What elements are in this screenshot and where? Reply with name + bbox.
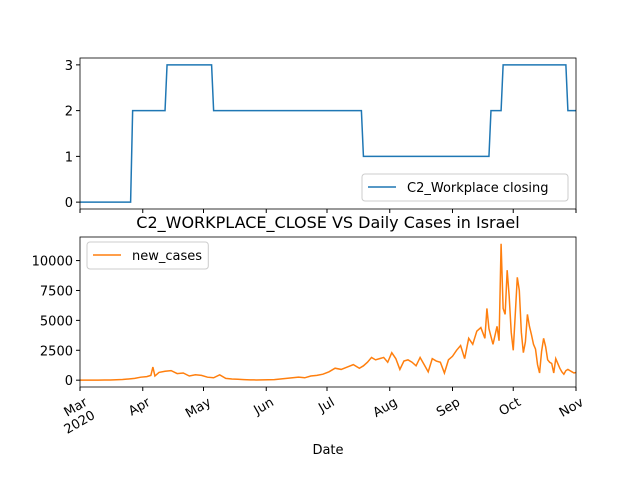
- x-tick-label: Oct: [497, 395, 524, 419]
- x-tick-label: May: [183, 395, 214, 422]
- series-line: [80, 64, 576, 203]
- y-tick-label: 10000: [32, 255, 73, 270]
- y-tick-label: 1: [65, 150, 73, 165]
- y-tick-label: 7500: [40, 284, 73, 299]
- y-tick-label: 0: [65, 196, 73, 211]
- axes-frame: [79, 236, 577, 388]
- x-tick-label: Apr: [126, 395, 154, 420]
- legend-label: C2_Workplace closing: [407, 181, 548, 196]
- x-tick-label-group: Jul: [315, 395, 337, 416]
- x-tick-label-group: Sep: [434, 395, 463, 420]
- axes-frame: [79, 57, 577, 210]
- chart-title: C2_WORKPLACE_CLOSE VS Daily Cases in Isr…: [136, 213, 519, 233]
- x-tick-label-group: Aug: [371, 395, 400, 421]
- x-tick-label: Jul: [315, 395, 337, 416]
- x-tick-label: Sep: [434, 395, 463, 420]
- legend-box: [86, 241, 209, 270]
- y-tick-label: 2500: [40, 344, 73, 359]
- x-tick-label-group: Nov: [557, 395, 587, 421]
- y-tick-label: 5000: [40, 314, 73, 329]
- x-axis-label: Date: [312, 443, 343, 458]
- y-tick-label: 3: [65, 59, 73, 74]
- y-tick-label: 2: [65, 105, 73, 120]
- x-tick-label-group: Apr: [126, 395, 154, 420]
- x-tick-label-group: Jun: [251, 395, 277, 419]
- x-tick-label-group: Oct: [497, 395, 524, 419]
- x-tick-label: Jun: [251, 395, 277, 419]
- x-tick-label-group: May: [183, 395, 214, 422]
- legend-box: [361, 173, 569, 202]
- x-tick-label: Aug: [371, 395, 400, 421]
- legend-label: new_cases: [132, 249, 202, 264]
- x-tick-label: Nov: [557, 395, 587, 421]
- series-line: [80, 243, 576, 381]
- y-tick-label: 0: [65, 374, 73, 389]
